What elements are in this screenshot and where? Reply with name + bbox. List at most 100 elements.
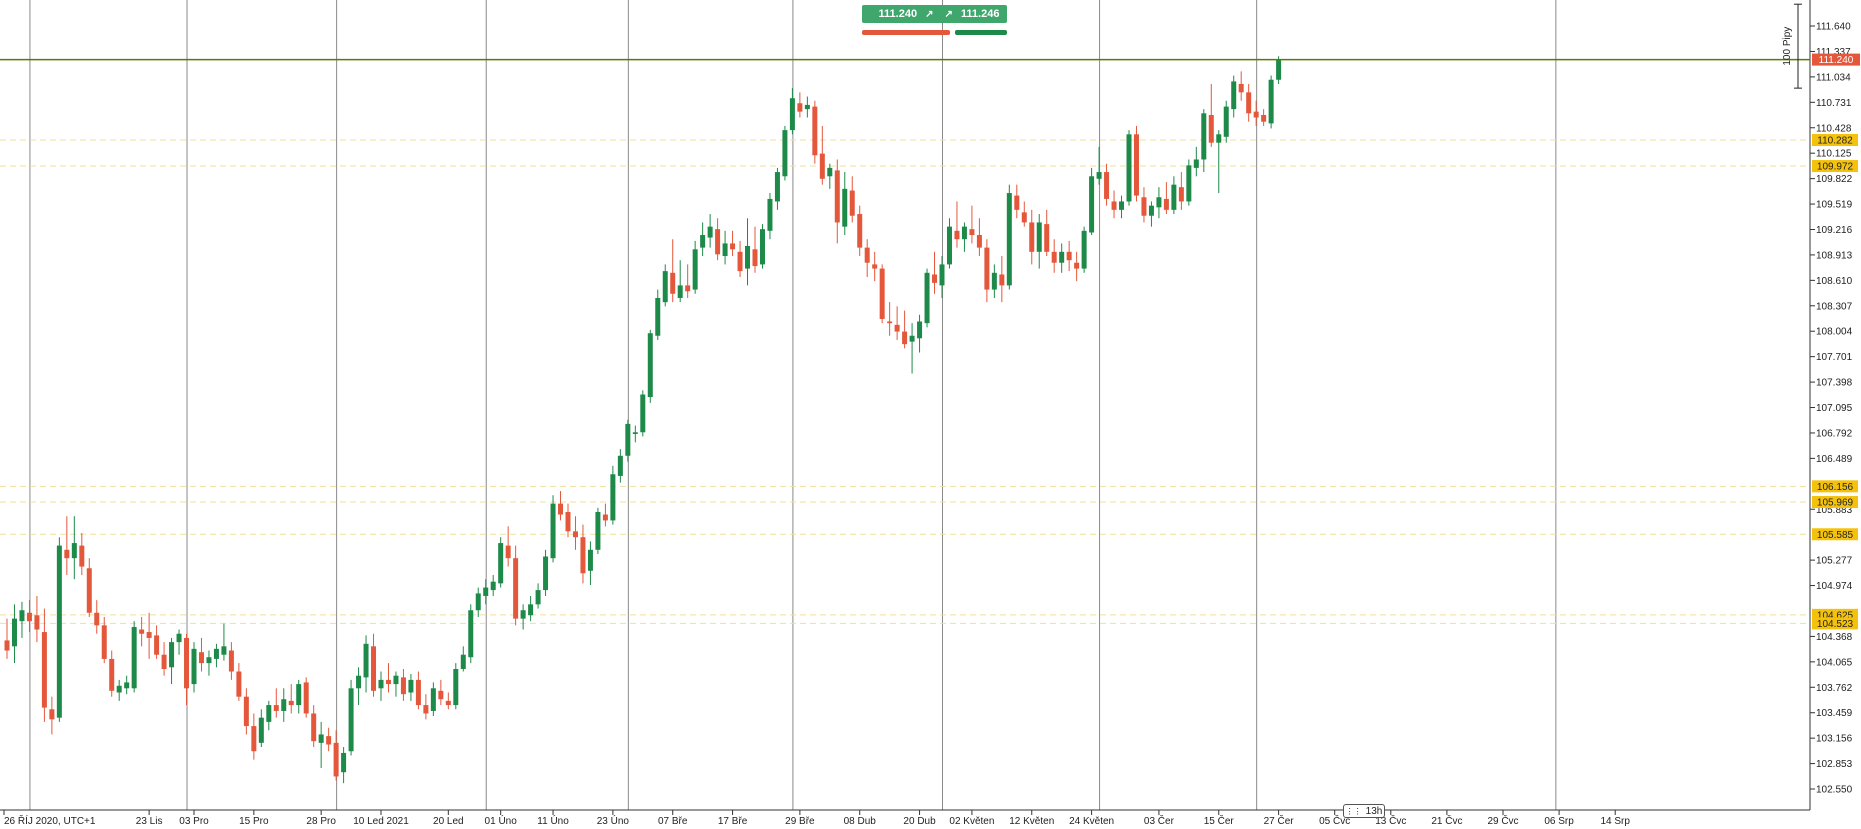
candle[interactable] xyxy=(602,503,608,527)
candle[interactable] xyxy=(842,172,848,236)
candle[interactable] xyxy=(445,692,451,710)
candle[interactable] xyxy=(468,604,474,664)
candle[interactable] xyxy=(804,96,810,118)
candle[interactable] xyxy=(311,705,317,748)
candle[interactable] xyxy=(1238,71,1244,101)
candle[interactable] xyxy=(430,682,436,716)
candle[interactable] xyxy=(198,637,204,672)
candle[interactable] xyxy=(722,230,728,265)
candle[interactable] xyxy=(116,679,122,701)
candle[interactable] xyxy=(647,329,653,403)
candle[interactable] xyxy=(154,625,160,659)
candle[interactable] xyxy=(976,218,982,257)
candle[interactable] xyxy=(1208,83,1214,147)
candle[interactable] xyxy=(318,721,324,769)
candle[interactable] xyxy=(11,604,17,664)
candle[interactable] xyxy=(101,616,107,664)
candle[interactable] xyxy=(498,537,504,588)
candle[interactable] xyxy=(1074,251,1080,282)
candle[interactable] xyxy=(550,495,556,563)
candle[interactable] xyxy=(221,623,227,661)
candle[interactable] xyxy=(288,684,294,714)
candle[interactable] xyxy=(1014,184,1020,219)
candle[interactable] xyxy=(1171,176,1177,215)
candle[interactable] xyxy=(1178,172,1184,210)
candle[interactable] xyxy=(251,713,257,760)
candle[interactable] xyxy=(932,251,938,294)
candle[interactable] xyxy=(834,159,840,244)
candle[interactable] xyxy=(34,595,40,643)
candle[interactable] xyxy=(789,88,795,135)
candle[interactable] xyxy=(490,574,496,596)
pip-ruler[interactable]: 100 Pipy xyxy=(1782,3,1802,89)
candle[interactable] xyxy=(1119,195,1125,219)
candle[interactable] xyxy=(520,604,526,630)
candle[interactable] xyxy=(1246,83,1252,122)
candle[interactable] xyxy=(303,677,309,718)
candle[interactable] xyxy=(617,449,623,483)
candle[interactable] xyxy=(819,125,825,185)
candle[interactable] xyxy=(176,629,182,655)
candle[interactable] xyxy=(991,264,997,298)
candle[interactable] xyxy=(438,679,444,706)
candle[interactable] xyxy=(1261,109,1267,126)
candle[interactable] xyxy=(528,595,534,622)
candle[interactable] xyxy=(572,516,578,550)
candle[interactable] xyxy=(1089,167,1095,236)
buy-price-button[interactable]: ↗ 111.246 xyxy=(937,5,1007,23)
candle[interactable] xyxy=(1193,146,1199,177)
candle[interactable] xyxy=(86,558,92,617)
candle[interactable] xyxy=(946,218,952,269)
candle[interactable] xyxy=(94,600,100,634)
candle[interactable] xyxy=(640,390,646,437)
candle[interactable] xyxy=(453,663,459,710)
candle[interactable] xyxy=(341,747,347,784)
candle[interactable] xyxy=(543,549,549,596)
candle[interactable] xyxy=(213,643,219,668)
candle[interactable] xyxy=(759,224,765,269)
candle[interactable] xyxy=(109,650,115,697)
candle[interactable] xyxy=(363,635,369,693)
candle[interactable] xyxy=(902,310,908,349)
candle[interactable] xyxy=(730,230,736,257)
candle[interactable] xyxy=(774,167,780,210)
candle[interactable] xyxy=(378,671,384,701)
candle[interactable] xyxy=(161,642,167,676)
candle[interactable] xyxy=(715,218,721,261)
candle[interactable] xyxy=(1268,75,1274,129)
candle[interactable] xyxy=(333,730,339,781)
candle[interactable] xyxy=(580,524,586,584)
candle[interactable] xyxy=(281,688,287,722)
candle[interactable] xyxy=(326,727,332,752)
candle[interactable] xyxy=(670,239,676,303)
candle[interactable] xyxy=(587,541,593,586)
candle[interactable] xyxy=(625,419,631,462)
candle[interactable] xyxy=(961,222,967,252)
candle[interactable] xyxy=(864,239,870,277)
candle[interactable] xyxy=(41,608,47,722)
candle[interactable] xyxy=(692,240,698,294)
timeframe-selector[interactable]: ⋮⋮ 13h xyxy=(1343,804,1385,818)
candle[interactable] xyxy=(745,218,751,286)
candle[interactable] xyxy=(1104,163,1110,206)
candle[interactable] xyxy=(19,601,25,638)
candle[interactable] xyxy=(26,600,32,633)
candle[interactable] xyxy=(1006,184,1012,290)
candle[interactable] xyxy=(655,289,661,340)
candle[interactable] xyxy=(984,239,990,303)
candle[interactable] xyxy=(1223,100,1229,143)
candle[interactable] xyxy=(1216,130,1222,194)
candle[interactable] xyxy=(1276,56,1282,84)
candle[interactable] xyxy=(685,264,691,298)
candle[interactable] xyxy=(184,633,190,706)
candle[interactable] xyxy=(228,642,234,680)
candle[interactable] xyxy=(1201,109,1207,173)
candle[interactable] xyxy=(371,633,377,697)
candle[interactable] xyxy=(767,193,773,240)
candle[interactable] xyxy=(139,616,145,647)
candle[interactable] xyxy=(385,663,391,693)
candle[interactable] xyxy=(565,503,571,538)
candle[interactable] xyxy=(954,201,960,248)
candle[interactable] xyxy=(1036,214,1042,269)
